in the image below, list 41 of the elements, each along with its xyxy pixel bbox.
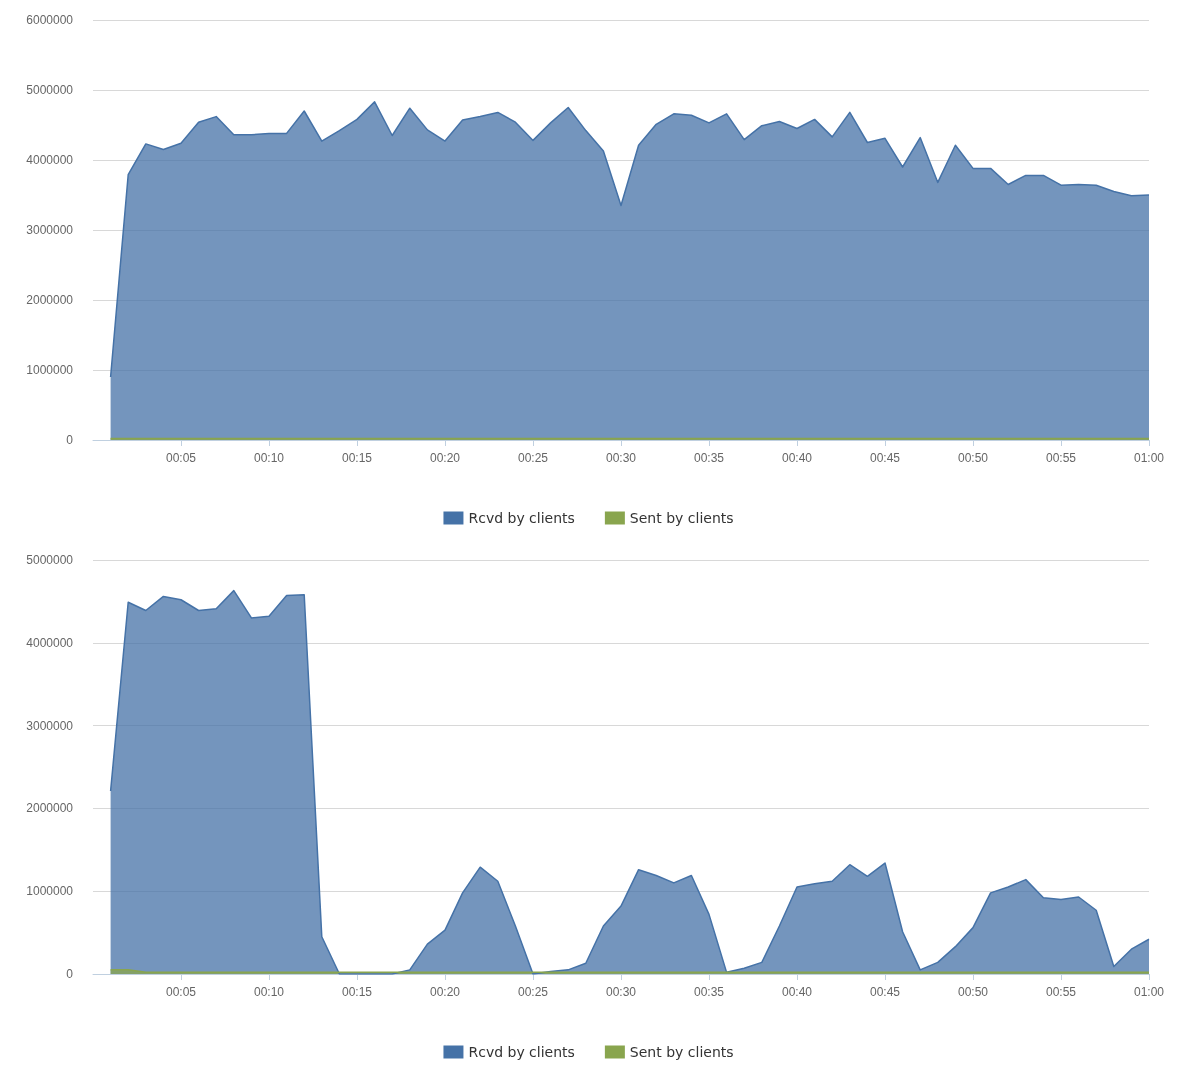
y-tick-label: 0 [66,433,74,447]
y-tick-label: 1000000 [26,363,74,377]
x-tick-label: 00:30 [605,451,637,465]
x-tick-label: 00:40 [781,985,813,999]
y-tick-label: 4000000 [26,153,74,167]
x-tick-label: 00:35 [693,451,725,465]
y-tick-label: 0 [66,967,74,981]
y-tick-label: 1000000 [26,884,74,899]
y-tick-label: 4000000 [26,635,74,650]
y-tick-label: 3000000 [26,223,74,237]
x-tick-label: 00:10 [253,985,285,999]
legend-label: Sent by clients [629,510,734,526]
x-tick-label: 00:20 [429,451,461,465]
legend-label: Sent by clients [629,1044,734,1060]
x-tick-label: 00:05 [165,985,197,999]
y-tick-label: 2000000 [26,801,74,816]
legend-label: Rcvd by clients [468,510,575,526]
y-tick-label: 6000000 [26,13,74,27]
x-tick-label: 00:05 [165,451,197,465]
x-tick-label: 00:20 [429,985,461,999]
x-tick-label: 00:25 [517,985,549,999]
y-tick-label: 5000000 [26,553,74,567]
x-tick-label: 00:45 [869,451,901,465]
x-tick-label: 00:40 [781,451,813,465]
x-tick-label: 01:00 [1133,985,1165,999]
x-tick-label: 00:45 [869,985,901,999]
x-tick-label: 00:50 [957,451,989,465]
y-tick-label: 5000000 [26,83,74,97]
legend-label: Rcvd by clients [468,1044,575,1060]
x-tick-label: 00:35 [693,985,725,999]
y-tick-label: 3000000 [26,718,74,733]
x-tick-label: 00:55 [1045,985,1077,999]
x-tick-label: 00:15 [341,451,373,465]
x-tick-label: 00:30 [605,985,637,999]
x-tick-label: 00:15 [341,985,373,999]
x-tick-label: 00:50 [957,985,989,999]
y-tick-label: 2000000 [26,293,74,307]
x-tick-label: 00:25 [517,451,549,465]
x-tick-label: 01:00 [1133,451,1165,465]
x-tick-label: 00:10 [253,451,285,465]
x-tick-label: 00:55 [1045,451,1077,465]
